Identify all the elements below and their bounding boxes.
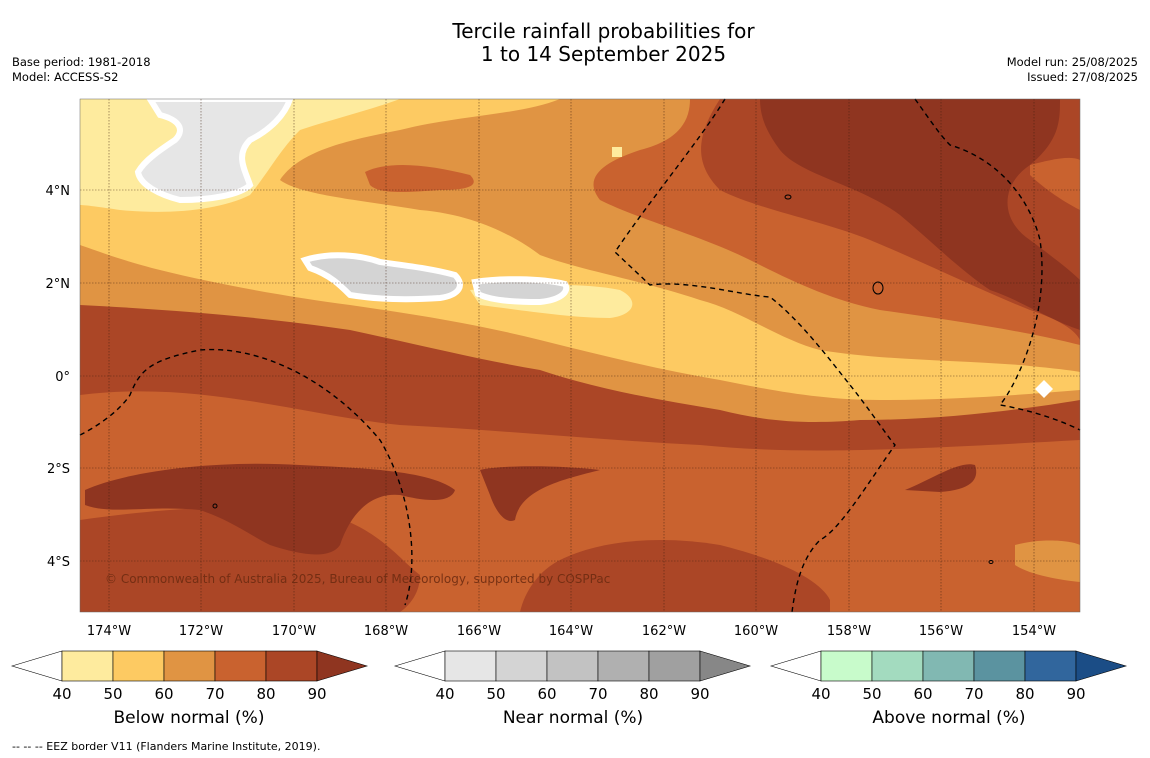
colorbar-tick: 80 xyxy=(256,685,275,703)
colorbar-1: 40 50 60 70 80 90 xyxy=(393,650,752,703)
title-line-2: 1 to 14 September 2025 xyxy=(480,42,727,66)
lat-label: 2°S xyxy=(47,462,70,477)
lon-label: 160°W xyxy=(734,624,778,639)
colorbars: 40 50 60 70 80 90 40 50 60 70 80 90 40 50 60 70 80 90 xyxy=(10,650,1128,703)
colorbar-segment xyxy=(444,650,497,682)
colorbar-tick: 60 xyxy=(154,685,173,703)
eez-legend-footer: -- -- -- EEZ border V11 (Flanders Marine… xyxy=(12,740,321,753)
colorbar-extend-high xyxy=(1075,650,1128,682)
colorbar-tick: 50 xyxy=(486,685,505,703)
region-90-east-south xyxy=(905,464,977,492)
model-name: Model: ACCESS-S2 xyxy=(12,70,119,84)
colorbar-tick: 90 xyxy=(1066,685,1085,703)
colorbar-segment xyxy=(1024,650,1077,682)
colorbar-tick: 50 xyxy=(862,685,881,703)
lon-label: 158°W xyxy=(827,624,871,639)
colorbar-tick: 90 xyxy=(307,685,326,703)
colorbar-extend-low xyxy=(769,650,822,682)
colorbar-tick: 40 xyxy=(435,685,454,703)
colorbar-segment xyxy=(871,650,924,682)
colorbar-segment xyxy=(973,650,1026,682)
colorbar-2: 40 50 60 70 80 90 xyxy=(769,650,1128,703)
colorbar-extend-low xyxy=(10,650,63,682)
title-line-1: Tercile rainfall probabilities for xyxy=(452,19,755,43)
eez-borders xyxy=(79,98,1081,613)
lon-label: 156°W xyxy=(919,624,963,639)
lon-label: 166°W xyxy=(457,624,501,639)
lat-label: 4°S xyxy=(47,555,70,570)
lat-label: 4°N xyxy=(46,184,71,199)
colorbar-extend-high xyxy=(699,650,752,682)
colorbar-segment xyxy=(597,650,650,682)
region-80-cell xyxy=(365,164,474,193)
eez-border-west xyxy=(79,348,413,606)
colorbar-tick: 70 xyxy=(205,685,224,703)
colorbar-label-below: Below normal (%) xyxy=(113,708,265,728)
colorbar-tick: 40 xyxy=(811,685,830,703)
lon-labels: 174°W 172°W 170°W 168°W 166°W 164°W 162°… xyxy=(87,624,1056,639)
colorbar-0: 40 50 60 70 80 90 xyxy=(10,650,369,703)
colorbar-tick: 40 xyxy=(52,685,71,703)
region-60 xyxy=(80,99,1080,422)
near-normal-patch-center xyxy=(300,252,463,303)
eez-border-east xyxy=(914,98,1081,431)
colorbar-extend-low xyxy=(393,650,446,682)
region-70-northeast xyxy=(1030,157,1080,210)
colorbar-label-above: Above normal (%) xyxy=(872,708,1026,728)
lon-label: 170°W xyxy=(272,624,316,639)
lon-label: 168°W xyxy=(364,624,408,639)
region-90-south-c xyxy=(480,466,600,521)
light-spot xyxy=(612,147,622,157)
model-run: Model run: 25/08/2025 xyxy=(1006,55,1138,69)
near-normal-patch-north xyxy=(134,96,295,204)
lon-label: 174°W xyxy=(87,624,131,639)
colorbar-tick: 80 xyxy=(1015,685,1034,703)
region-90-northeast xyxy=(760,99,1080,330)
colorbar-segment xyxy=(112,650,165,682)
colorbar-tick: 70 xyxy=(588,685,607,703)
colorbar-extend-high xyxy=(316,650,369,682)
colorbar-segment xyxy=(61,650,114,682)
chart-title: Tercile rainfall probabilities for 1 to … xyxy=(0,20,1150,66)
colorbar-segment xyxy=(546,650,599,682)
colorbar-tick: 90 xyxy=(690,685,709,703)
region-80-south-b xyxy=(520,540,830,612)
graticule xyxy=(80,99,1080,612)
colorbar-tick: 70 xyxy=(964,685,983,703)
colorbar-segment xyxy=(163,650,216,682)
colorbar-tick: 60 xyxy=(537,685,556,703)
colorbar-segment xyxy=(820,650,873,682)
near-normal-patch-east xyxy=(471,276,570,306)
colorbar-segment xyxy=(214,650,267,682)
region-90-south xyxy=(85,463,455,555)
map-frame xyxy=(79,98,1081,613)
islands xyxy=(212,194,994,564)
colorbar-label-near: Near normal (%) xyxy=(502,708,644,728)
colorbar-tick: 80 xyxy=(639,685,658,703)
lat-label: 0° xyxy=(55,370,70,385)
colorbar-segment xyxy=(265,650,318,682)
meta-right: Model run: 25/08/2025 Issued: 27/08/2025 xyxy=(1007,55,1138,85)
colorbar-segment xyxy=(495,650,548,682)
lon-label: 172°W xyxy=(179,624,223,639)
colorbar-segment xyxy=(922,650,975,682)
colorbar-tick: 60 xyxy=(913,685,932,703)
colorbar-segment xyxy=(648,650,701,682)
map-panel xyxy=(79,96,1081,613)
copyright-notice: © Commonwealth of Australia 2025, Bureau… xyxy=(105,572,611,586)
eez-border-center xyxy=(614,98,896,613)
meta-left: Base period: 1981-2018 Model: ACCESS-S2 xyxy=(12,55,151,85)
base-period: Base period: 1981-2018 xyxy=(12,55,151,69)
lat-label: 2°N xyxy=(46,277,71,292)
colorbar-tick: 50 xyxy=(103,685,122,703)
lat-labels: 4°N 2°N 0° 2°S 4°S xyxy=(46,184,71,570)
lon-label: 164°W xyxy=(549,624,593,639)
issued-date: Issued: 27/08/2025 xyxy=(1027,70,1138,84)
lon-label: 154°W xyxy=(1012,624,1056,639)
white-diamond xyxy=(1035,380,1053,398)
lon-label: 162°W xyxy=(642,624,686,639)
